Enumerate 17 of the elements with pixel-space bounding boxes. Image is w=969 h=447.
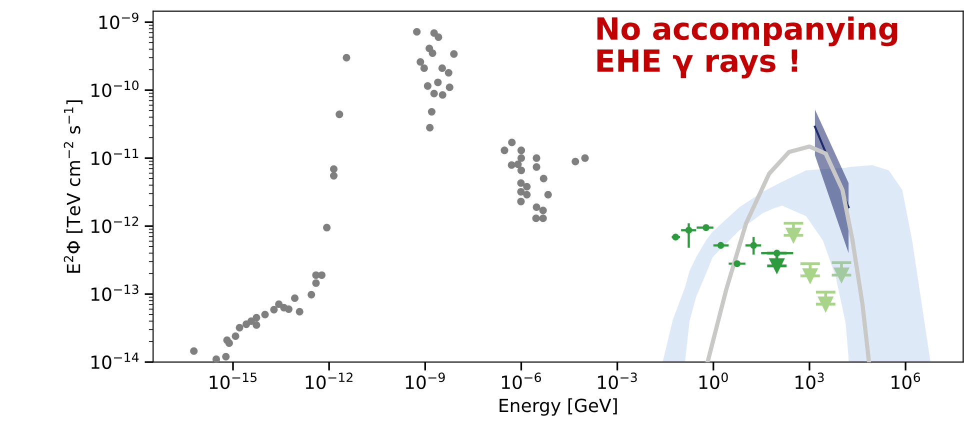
y-tick-label: 10$^{−14}$ [92, 352, 139, 370]
x-tick-label: 10$^{−12}$ [306, 372, 352, 390]
x-tick-label: 10$^{−15}$ [210, 372, 257, 390]
y-tick-label: 10$^{−9}$ [99, 12, 138, 30]
y-tick-label: 10$^{−11}$ [92, 148, 138, 166]
y-tick-label: 10$^{−13}$ [92, 284, 138, 302]
y-tick-label: 10$^{−12}$ [92, 216, 138, 234]
annotation: No accompanying EHE γ rays ! [597, 16, 898, 78]
x-tick-label: 10$^{−6}$ [502, 372, 542, 390]
x-tick-label: 10$^{6}$ [892, 372, 920, 390]
x-tick-label: 10$^{−9}$ [406, 372, 445, 390]
y-tick-label: 10$^{−10}$ [92, 80, 139, 98]
x-tick-label: 10$^{0}$ [699, 372, 728, 390]
x-tick-label: 10$^{−3}$ [598, 372, 637, 390]
y-axis-title: E$^{2}$Φ [TeV cm$^{−2}$ s$^{−1}$] [64, 100, 82, 273]
x-tick-label: 10$^{3}$ [796, 372, 824, 390]
x-axis-title: Energy [GeV] [500, 398, 617, 416]
